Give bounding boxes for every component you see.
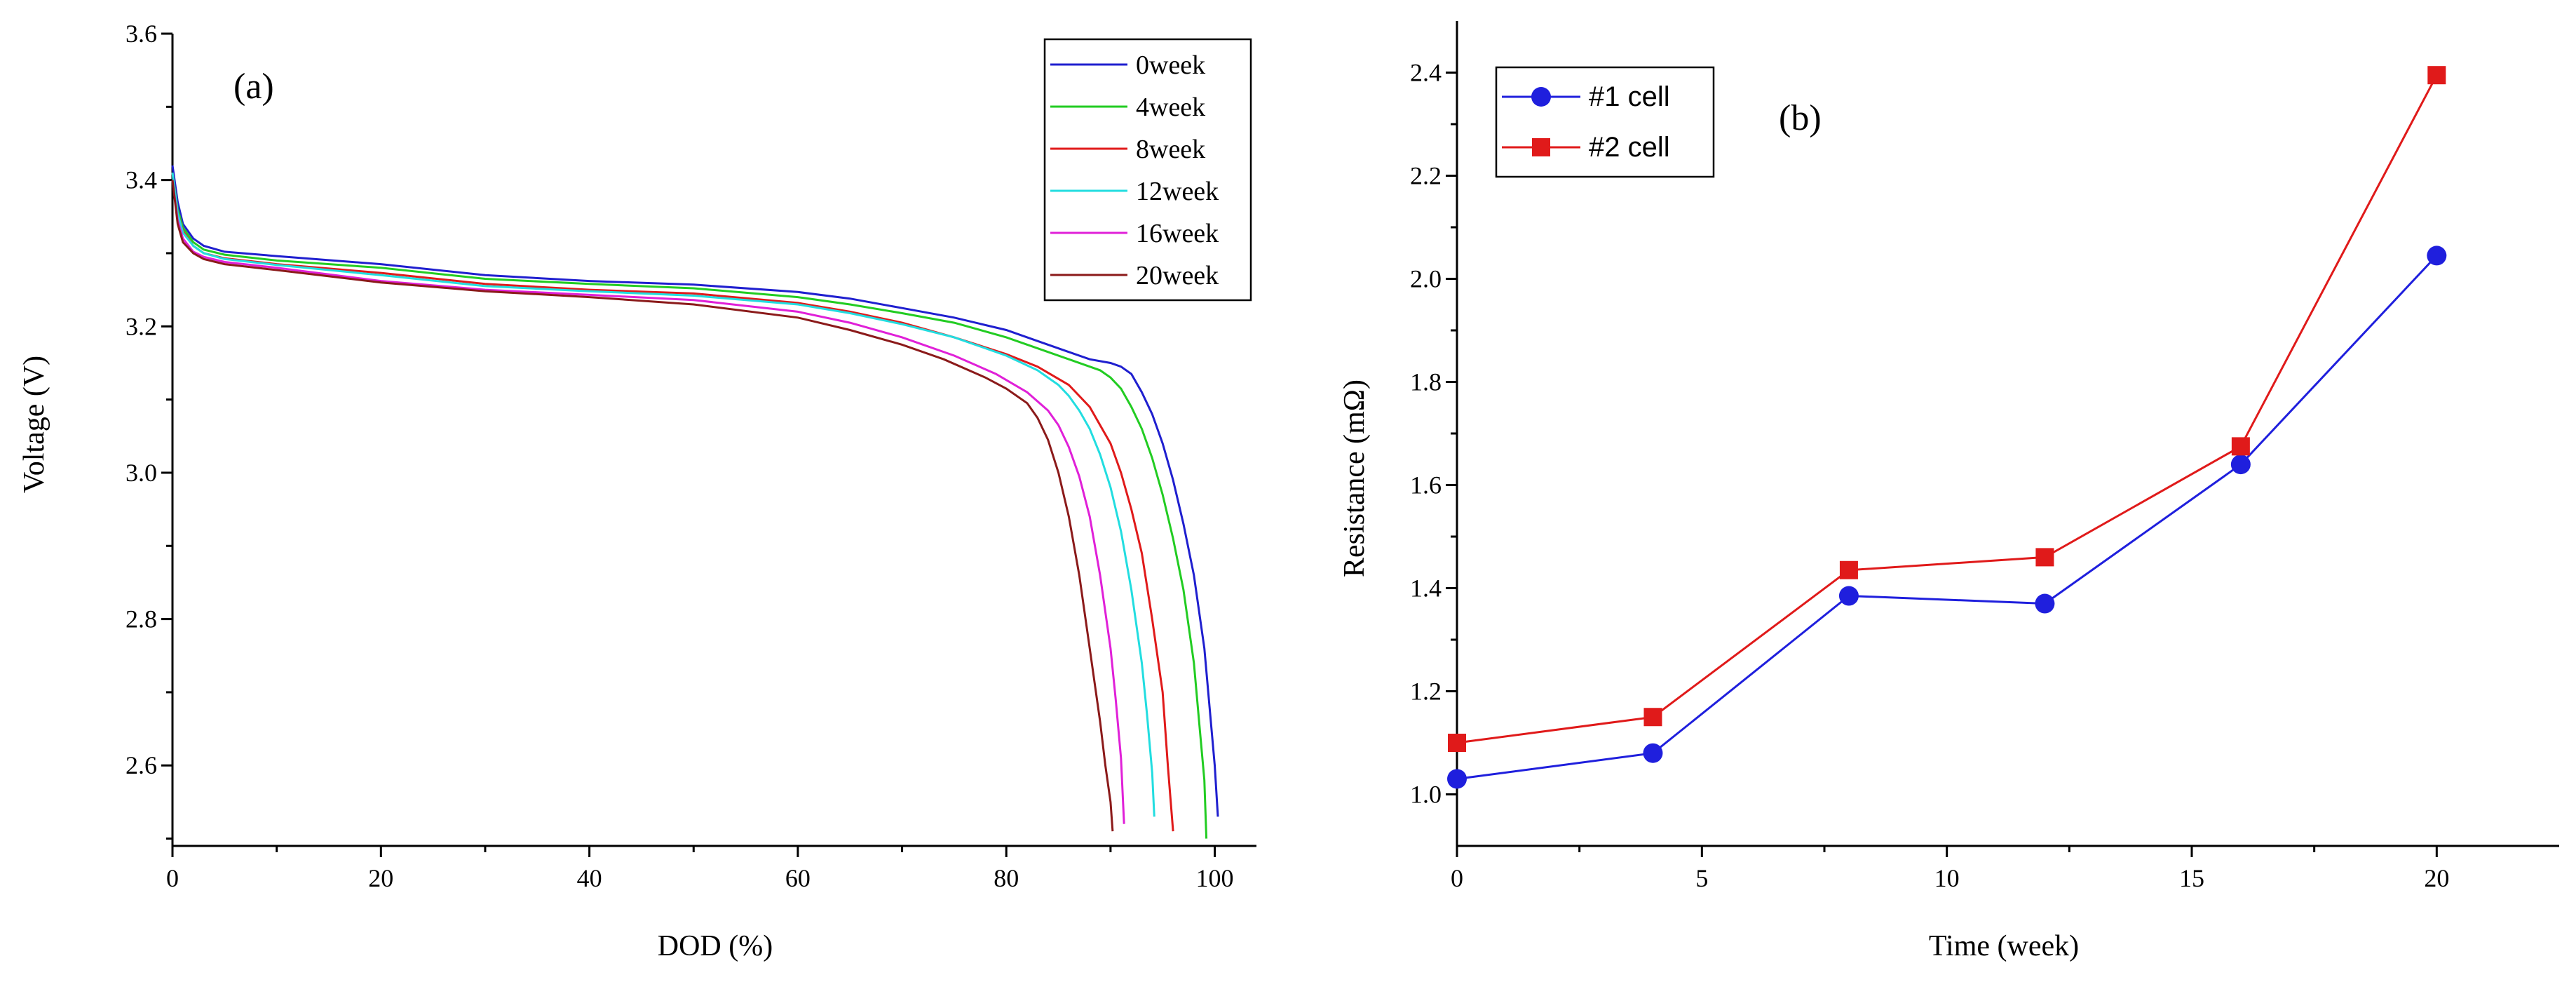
data-point [2035,548,2054,567]
x-tick-label: 100 [1196,864,1234,892]
panel-a-legend: 0week 4week 8week 12week 16week 20week [1043,38,1252,302]
x-tick-label: 15 [2179,864,2204,892]
y-tick-label: 2.0 [1410,265,1442,293]
data-point [1838,586,1859,606]
x-tick-label: 80 [994,864,1019,892]
series-line-2 [171,172,1208,839]
data-point [1448,734,1466,752]
x-tick-label: 20 [368,864,393,892]
legend-box [1495,66,1715,178]
y-tick-label: 3.6 [126,20,157,48]
y-tick-label: 3.4 [126,166,157,194]
series-line-3 [171,173,1174,832]
panel-b-axes: 0 5 10 15 20 1.0 1.2 1.4 1.6 1.8 2.0 2.2 2.4 [1410,21,2559,892]
y-tick-label: 2.8 [126,605,157,633]
legend-box [1043,38,1252,302]
data-point [2035,593,2055,614]
y-tick-label: 1.4 [1410,574,1442,603]
panel-b-series [1447,66,2447,789]
x-tick-label: 20 [2424,864,2449,892]
y-tick-label: 1.8 [1410,368,1442,396]
data-point [2427,66,2446,85]
y-tick-label: 1.0 [1410,781,1442,809]
legend-label: 20week [1136,261,1219,290]
y-tick-label: 1.2 [1410,678,1442,706]
legend-marker [1531,87,1551,107]
y-tick-label: 2.4 [1410,59,1442,87]
data-point [1839,560,1858,579]
legend-label: 4week [1136,93,1205,122]
y-tick-label: 1.6 [1410,471,1442,499]
x-tick-label: 10 [1934,864,1960,892]
panel-b-label: (b) [1779,98,1822,138]
legend-label: 16week [1136,219,1219,248]
panel-a-series [171,165,1219,839]
legend-label: 0week [1136,51,1205,80]
data-point [1643,708,1662,727]
y-tick-label: 3.2 [126,312,157,340]
x-tick-label: 0 [1451,864,1463,892]
panel-b-legend: #1 cell #2 cell [1495,66,1715,178]
series-line-5 [171,180,1125,824]
panel-b-x-axis-title: Time (week) [1929,930,2079,962]
y-tick-label: 3.0 [126,459,157,487]
series-line-1 [1456,255,2438,780]
data-point [1643,743,1663,763]
series-line-4 [171,173,1155,817]
series-line-1 [171,165,1219,817]
panel-a-y-axis-title: Voltage (V) [18,356,50,493]
x-tick-label: 5 [1695,864,1708,892]
panel-a-voltage-chart: (a) Voltage (V) DOD (%) 0 20 40 60 80 100 2.6 2… [18,20,1256,962]
series-line-2 [1456,74,2438,744]
y-tick-label: 2.2 [1410,162,1442,190]
legend-label: 12week [1136,177,1219,206]
data-point [2230,455,2251,475]
panel-a-axes: 0 20 40 60 80 100 2.6 2.8 3.0 3.2 3.4 3.6 [126,20,1256,892]
x-tick-label: 0 [166,864,179,892]
legend-label: #2 cell [1589,132,1670,163]
data-point [2231,437,2250,456]
panel-a-label: (a) [233,67,274,107]
panel-b-resistance-chart: (b) Resistance (mΩ) Time (week) 0 5 10 15 20… [1338,21,2559,962]
panel-b-y-axis-title: Resistance (mΩ) [1338,379,1371,577]
series-line-6 [171,180,1114,832]
x-tick-label: 60 [785,864,811,892]
data-point [2427,246,2447,266]
data-point [1447,769,1467,789]
x-tick-label: 40 [577,864,602,892]
y-tick-label: 2.6 [126,751,157,779]
legend-marker [1532,138,1550,156]
legend-label: #1 cell [1589,81,1670,112]
panel-a-x-axis-title: DOD (%) [658,930,773,962]
legend-label: 8week [1136,135,1205,164]
